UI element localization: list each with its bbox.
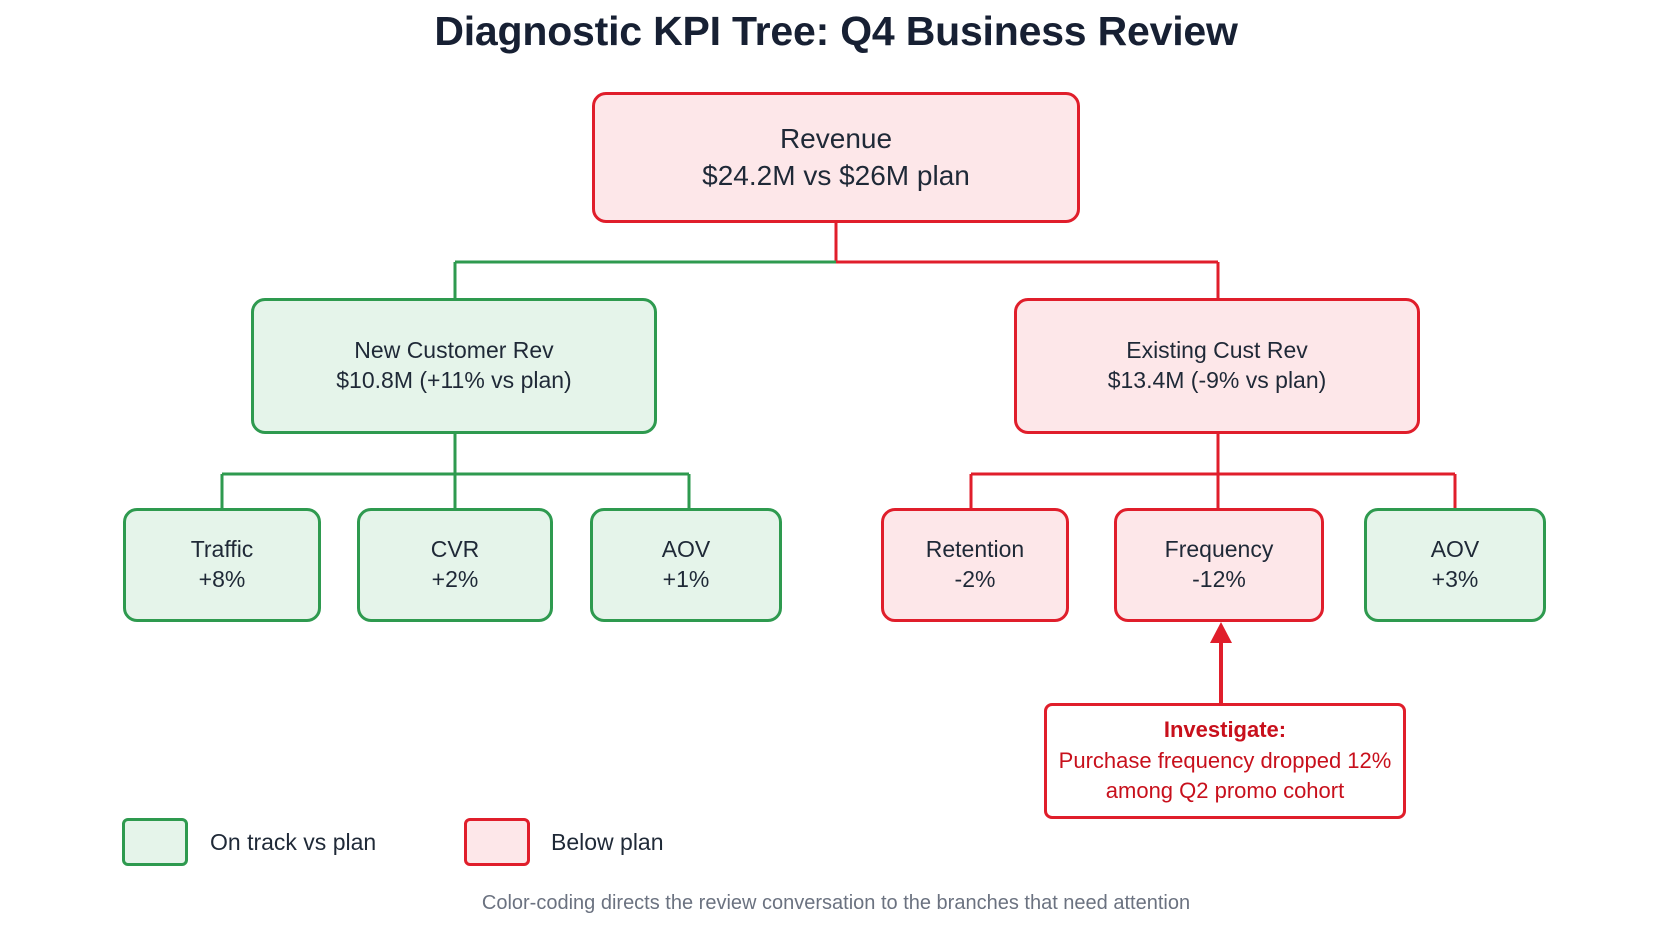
node-label: AOV [661,536,711,563]
node-value: $13.4M (-9% vs plan) [1107,367,1327,393]
node-label: CVR [430,536,480,563]
node-aov-existing: AOV +3% [1364,508,1546,622]
node-value: +8% [198,566,246,592]
node-value: -2% [954,566,996,592]
node-label: Existing Cust Rev [1126,337,1308,364]
node-label: AOV [1430,536,1480,563]
node-label: Revenue [779,123,893,155]
node-frequency: Frequency -12% [1114,508,1324,622]
node-label: New Customer Rev [354,337,554,364]
node-existing-cust-rev: Existing Cust Rev $13.4M (-9% vs plan) [1014,298,1420,434]
node-value: $10.8M (+11% vs plan) [336,367,572,393]
callout-line-2: among Q2 promo cohort [1105,778,1345,804]
node-value: +3% [1431,566,1479,592]
callout-arrow-head [1210,622,1232,643]
node-retention: Retention -2% [881,508,1069,622]
callout-title: Investigate: [1163,716,1287,742]
node-value: -12% [1192,566,1246,592]
node-label: Traffic [190,536,254,563]
legend-label-below: Below plan [551,829,664,855]
investigate-callout: Investigate: Purchase frequency dropped … [1044,703,1406,819]
callout-line-1: Purchase frequency dropped 12% [1058,747,1392,773]
node-label: Retention [925,536,1025,563]
node-value: $24.2M vs $26M plan [702,159,970,191]
node-traffic: Traffic +8% [123,508,321,622]
node-cvr: CVR +2% [357,508,553,622]
node-aov-new: AOV +1% [590,508,782,622]
legend-swatch-below [464,818,530,866]
node-value: +1% [662,566,710,592]
node-value: +2% [431,566,479,592]
page-title: Diagnostic KPI Tree: Q4 Business Review [434,8,1238,54]
node-revenue: Revenue $24.2M vs $26M plan [592,92,1080,223]
legend-label-on-track: On track vs plan [210,829,377,855]
node-label: Frequency [1164,536,1274,563]
node-new-customer-rev: New Customer Rev $10.8M (+11% vs plan) [251,298,657,434]
legend-swatch-on-track [122,818,188,866]
footer-caption: Color-coding directs the review conversa… [481,892,1191,914]
